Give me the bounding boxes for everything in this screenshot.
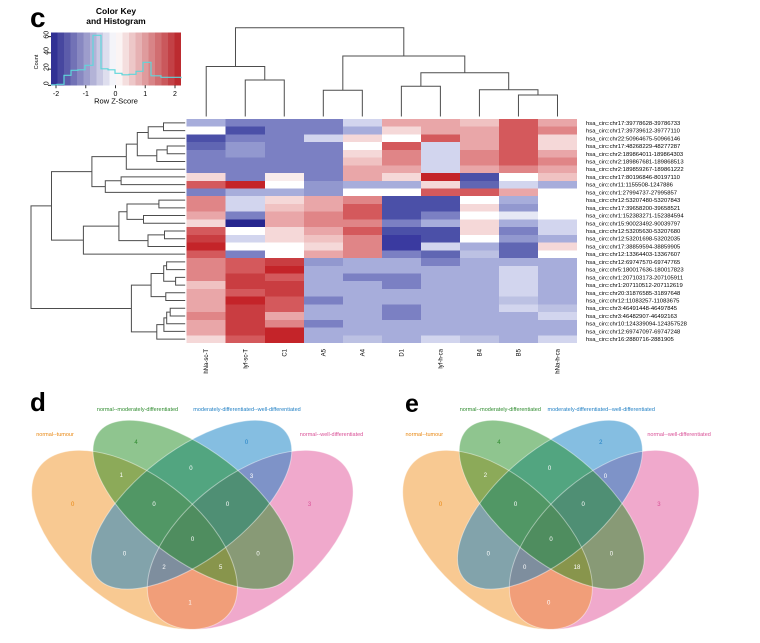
svg-text:hsa_circ:chr20:31876585-318976: hsa_circ:chr20:31876585-31897648	[586, 291, 681, 297]
svg-text:Color Key: Color Key	[96, 6, 136, 16]
svg-text:0: 0	[549, 537, 553, 543]
svg-text:normal--moderately-differentia: normal--moderately-differentiated	[97, 407, 178, 413]
svg-text:hsa_circ:chr1:207103173-207105: hsa_circ:chr1:207103173-207105911	[586, 275, 683, 281]
svg-text:hsa_circ:chr22:50964675-509661: hsa_circ:chr22:50964675-50966146	[586, 136, 681, 142]
svg-text:hsa_circ:chr17:38859594-388599: hsa_circ:chr17:38859594-38859905	[586, 244, 681, 250]
svg-text:hsa_circ:chr15:90023492-900397: hsa_circ:chr15:90023492-90039797	[586, 221, 680, 227]
svg-text:0: 0	[191, 537, 195, 543]
svg-text:hsa_circ:chr16:2880716-2881905: hsa_circ:chr16:2880716-2881905	[586, 337, 674, 343]
svg-text:Count: Count	[34, 54, 40, 69]
svg-text:B5: B5	[516, 348, 522, 356]
svg-text:hsa_circ:chr12:69747097-697472: hsa_circ:chr12:69747097-69747248	[586, 329, 681, 335]
svg-text:4: 4	[497, 440, 501, 446]
svg-text:d: d	[30, 387, 46, 417]
svg-text:normal--moderately-differentia: normal--moderately-differentiated	[460, 407, 541, 413]
svg-text:hsa_circ:chr12:69747570-697477: hsa_circ:chr12:69747570-69747765	[586, 260, 681, 266]
svg-text:0: 0	[523, 565, 527, 571]
svg-text:hsa_circ:chr1:152383271-152384: hsa_circ:chr1:152383271-152384594	[586, 214, 684, 220]
svg-text:hsa_circ:chr12:53205630-532076: hsa_circ:chr12:53205630-53207680	[586, 229, 681, 235]
svg-text:0: 0	[245, 440, 249, 446]
svg-text:hsa_circ:chr2:189859267-189861: hsa_circ:chr2:189859267-189861222	[586, 167, 684, 173]
svg-text:0: 0	[604, 474, 608, 480]
svg-text:lyf-sc-T: lyf-sc-T	[243, 349, 249, 369]
svg-text:normal--tumour: normal--tumour	[36, 432, 74, 438]
svg-text:3: 3	[308, 502, 312, 508]
svg-text:20: 20	[44, 63, 51, 71]
svg-text:hsa_circ:chr17:48268229-482772: hsa_circ:chr17:48268229-48277287	[586, 144, 680, 150]
svg-text:hsa_circ:chr12:13364403-133676: hsa_circ:chr12:13364403-13367607	[586, 252, 680, 258]
svg-text:hsa_circ:chr17:39778628-397867: hsa_circ:chr17:39778628-39786733	[586, 121, 681, 127]
svg-text:hNa-h-ca: hNa-h-ca	[555, 348, 561, 373]
svg-text:40: 40	[44, 47, 51, 55]
svg-text:0: 0	[487, 552, 491, 558]
svg-text:normal--tumour: normal--tumour	[406, 432, 444, 438]
svg-text:hsa_circ:chr12:53201698-532020: hsa_circ:chr12:53201698-53202035	[586, 237, 681, 243]
svg-text:hsa_circ:chr17:39739612-397771: hsa_circ:chr17:39739612-39777110	[586, 129, 681, 135]
svg-text:0: 0	[547, 601, 551, 607]
svg-text:0: 0	[582, 502, 586, 508]
svg-text:1: 1	[143, 91, 147, 98]
svg-text:hsa_circ:chr1:207110512-207112: hsa_circ:chr1:207110512-207112619	[586, 283, 683, 289]
svg-text:0: 0	[44, 81, 51, 85]
svg-text:and Histogram: and Histogram	[86, 16, 146, 26]
svg-text:hsa_circ:chr3:46482907-4649216: hsa_circ:chr3:46482907-46492163	[586, 314, 678, 320]
svg-text:2: 2	[484, 473, 488, 479]
svg-text:0: 0	[256, 552, 260, 558]
svg-text:C1: C1	[282, 348, 288, 356]
svg-text:2: 2	[162, 565, 166, 571]
svg-text:0: 0	[439, 502, 443, 508]
svg-text:hsa_circ:chr2:189864011-189864: hsa_circ:chr2:189864011-189864303	[586, 152, 684, 158]
svg-text:hsa_circ:chr12:11083257-110836: hsa_circ:chr12:11083257-11083675	[586, 299, 680, 305]
svg-text:lyf-h-ca: lyf-h-ca	[438, 348, 444, 368]
svg-text:hsa_circ:chr5:180017636-180017: hsa_circ:chr5:180017636-180017823	[586, 268, 684, 274]
svg-text:hsa_circ:chr2:189867681-189868: hsa_circ:chr2:189867681-189868513	[586, 159, 684, 165]
svg-text:hsa_circ:chr10:124339094-12435: hsa_circ:chr10:124339094-124357528	[586, 322, 688, 328]
svg-text:hsa_circ:chr11:1155508-1247886: hsa_circ:chr11:1155508-1247886	[586, 183, 674, 189]
svg-text:0: 0	[123, 552, 127, 558]
svg-text:0: 0	[189, 466, 193, 472]
svg-text:0: 0	[514, 502, 518, 508]
svg-text:-2: -2	[53, 91, 59, 98]
svg-text:18: 18	[574, 565, 581, 571]
svg-text:hsa_circ:chr1:27994737-2799585: hsa_circ:chr1:27994737-27995857	[586, 190, 677, 196]
svg-text:B4: B4	[477, 348, 483, 356]
svg-text:Row Z-Score: Row Z-Score	[94, 97, 138, 106]
svg-text:e: e	[405, 390, 419, 418]
svg-text:2: 2	[173, 91, 177, 98]
svg-text:3: 3	[657, 502, 661, 508]
svg-text:0: 0	[548, 466, 552, 472]
svg-text:-1: -1	[83, 91, 89, 98]
svg-text:4: 4	[134, 440, 138, 446]
svg-text:60: 60	[44, 31, 51, 39]
svg-text:2: 2	[599, 440, 603, 446]
svg-text:hsa_circ:chr12:53207480-532078: hsa_circ:chr12:53207480-53207843	[586, 198, 681, 204]
svg-text:A5: A5	[321, 348, 327, 356]
svg-text:1: 1	[120, 473, 124, 479]
svg-text:5: 5	[219, 565, 223, 571]
svg-text:moderately-differentiated--wel: moderately-differentiated--well-differen…	[547, 407, 654, 413]
svg-text:0: 0	[226, 502, 230, 508]
svg-text:hsa_circ:chr3:46491448-4649784: hsa_circ:chr3:46491448-46497845	[586, 306, 678, 312]
svg-text:0: 0	[152, 502, 156, 508]
svg-text:D1: D1	[399, 348, 405, 356]
svg-text:normal--well-differentiated: normal--well-differentiated	[300, 432, 363, 438]
svg-text:0: 0	[610, 552, 614, 558]
svg-text:normal--well-differentiated: normal--well-differentiated	[647, 432, 710, 438]
svg-text:hsa_circ:chr17:80196846-801971: hsa_circ:chr17:80196846-80197110	[586, 175, 681, 181]
svg-text:c: c	[30, 2, 46, 33]
svg-text:moderately-differentiated--wel: moderately-differentiated--well-differen…	[193, 407, 300, 413]
svg-text:3: 3	[250, 474, 254, 480]
svg-text:0: 0	[114, 91, 118, 98]
svg-text:hsa_circ:chr17:39658200-396585: hsa_circ:chr17:39658200-39658521	[586, 206, 680, 212]
svg-text:0: 0	[71, 502, 75, 508]
svg-text:A4: A4	[360, 348, 366, 356]
svg-text:1: 1	[188, 601, 192, 607]
svg-text:hNa-sc-T: hNa-sc-T	[204, 349, 210, 374]
